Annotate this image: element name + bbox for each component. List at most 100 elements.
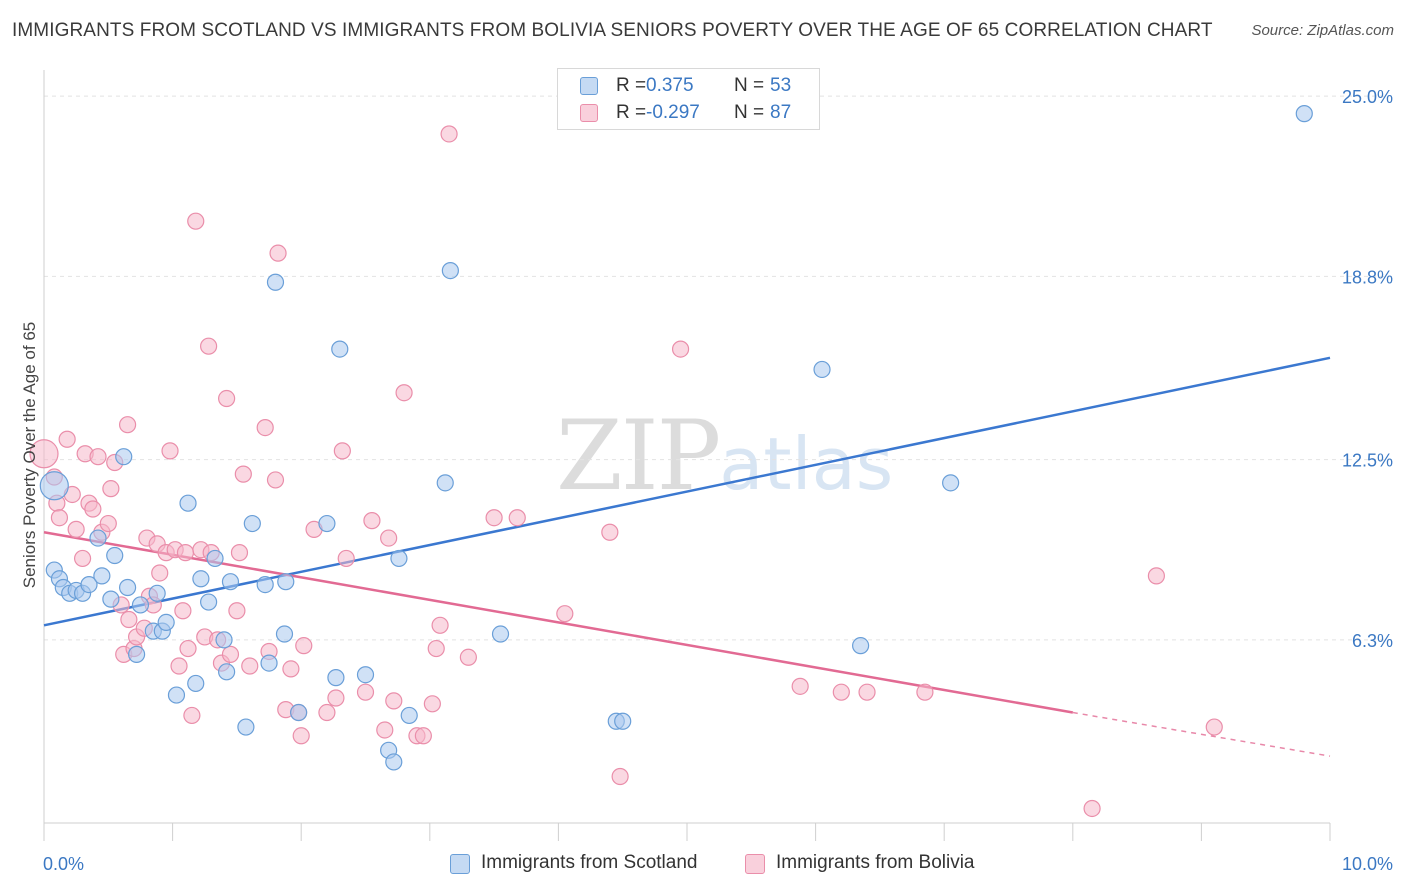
point-bolivia (266, 471, 285, 489)
point-scotland (614, 712, 632, 730)
bottom-legend-swatch-bolivia (745, 854, 765, 874)
point-bolivia (916, 683, 934, 701)
point-bolivia (327, 689, 345, 707)
point-bolivia (858, 683, 876, 701)
point-bolivia (183, 706, 201, 725)
point-scotland (491, 625, 510, 643)
chart-title: IMMIGRANTS FROM SCOTLAND VS IMMIGRANTS F… (12, 20, 1213, 41)
y-tick-label: 6.3% (1352, 631, 1393, 651)
point-scotland (89, 529, 107, 547)
watermark: ZIPatlas (556, 400, 893, 512)
point-bolivia (363, 512, 381, 530)
point-bolivia (176, 544, 195, 562)
point-scotland (93, 567, 111, 585)
point-bolivia (423, 695, 441, 713)
point-bolivia (234, 465, 252, 483)
bottom-legend-label-bolivia: Immigrants from Bolivia (776, 852, 975, 873)
point-bolivia (333, 442, 351, 460)
point-scotland (813, 360, 831, 379)
point-bolivia (187, 212, 205, 230)
legend-r-value-scotland: 0.375 (646, 75, 694, 96)
point-bolivia (84, 500, 102, 518)
point-bolivia (459, 648, 477, 666)
point-bolivia (241, 657, 259, 675)
point-bolivia (151, 564, 169, 582)
point-scotland (187, 674, 205, 693)
point-bolivia (295, 637, 313, 655)
point-scotland (385, 753, 403, 771)
point-bolivia (228, 602, 246, 620)
point-bolivia (292, 727, 310, 745)
point-bolivia (791, 677, 809, 695)
point-scotland (290, 703, 308, 722)
point-bolivia (170, 657, 188, 675)
point-bolivia (485, 509, 503, 527)
point-scotland (157, 613, 175, 631)
point-bolivia (337, 549, 355, 568)
point-bolivia (269, 244, 287, 262)
point-bolivia (376, 721, 394, 739)
point-bolivia (671, 340, 690, 358)
point-bolivia (120, 610, 138, 629)
point-scotland (256, 575, 274, 594)
point-bolivia (102, 480, 120, 498)
point-bolivia (282, 660, 300, 678)
point-scotland (179, 494, 197, 512)
watermark-atlas: atlas (719, 422, 894, 506)
point-bolivia (218, 389, 236, 408)
point-scotland (331, 340, 349, 358)
point-bolivia (161, 442, 179, 460)
point-bolivia (414, 727, 432, 745)
point-bolivia (611, 767, 629, 786)
point-scotland (106, 546, 124, 565)
point-scotland (260, 654, 278, 672)
point-bolivia (385, 692, 403, 710)
points-scotland (39, 105, 1313, 771)
point-scotland (115, 448, 133, 466)
tick-labels: 6.3% 12.5% 18.8% 25.0% 0.0% 10.0% (43, 87, 1393, 874)
point-bolivia (29, 439, 59, 469)
point-bolivia (356, 683, 375, 701)
point-bolivia (431, 616, 449, 634)
correlation-legend: R = 0.375 N = 53 R = -0.297 N = 87 (557, 68, 820, 130)
point-bolivia (427, 639, 445, 658)
point-bolivia (58, 430, 76, 448)
point-bolivia (221, 645, 240, 663)
source-label: Source: ZipAtlas.com (1251, 22, 1394, 39)
point-scotland (400, 706, 418, 725)
point-scotland (192, 570, 210, 588)
point-bolivia (1083, 799, 1101, 818)
bottom-legend-label-scotland: Immigrants from Scotland (481, 852, 698, 873)
point-bolivia (230, 544, 249, 562)
point-scotland (131, 596, 150, 614)
point-bolivia (89, 448, 107, 466)
y-axis-label: Seniors Poverty Over the Age of 65 (20, 321, 39, 589)
legend-n-label: N = (734, 102, 765, 123)
point-bolivia (256, 419, 274, 437)
point-scotland (80, 575, 98, 594)
point-bolivia (1205, 718, 1223, 736)
point-scotland (441, 262, 459, 280)
point-scotland (942, 474, 960, 492)
point-scotland (148, 584, 166, 602)
point-bolivia (440, 125, 458, 143)
x-tick-label-max: 10.0% (1342, 854, 1393, 874)
point-scotland (852, 637, 870, 655)
point-bolivia (179, 639, 197, 658)
point-scotland (39, 471, 69, 501)
point-scotland (327, 669, 345, 687)
point-scotland (266, 273, 285, 291)
point-bolivia (395, 384, 413, 402)
legend-n-value-scotland: 53 (770, 75, 792, 96)
point-bolivia (67, 520, 85, 538)
point-bolivia (99, 514, 117, 533)
x-tick-label-min: 0.0% (43, 854, 84, 874)
point-scotland (356, 666, 375, 684)
y-tick-label: 18.8% (1342, 267, 1393, 287)
point-scotland (237, 718, 255, 736)
axes (43, 70, 1331, 841)
points-bolivia (29, 125, 1223, 818)
legend-swatch-scotland (580, 77, 598, 95)
legend-r-value-bolivia: -0.297 (646, 102, 700, 123)
point-scotland (221, 573, 240, 591)
